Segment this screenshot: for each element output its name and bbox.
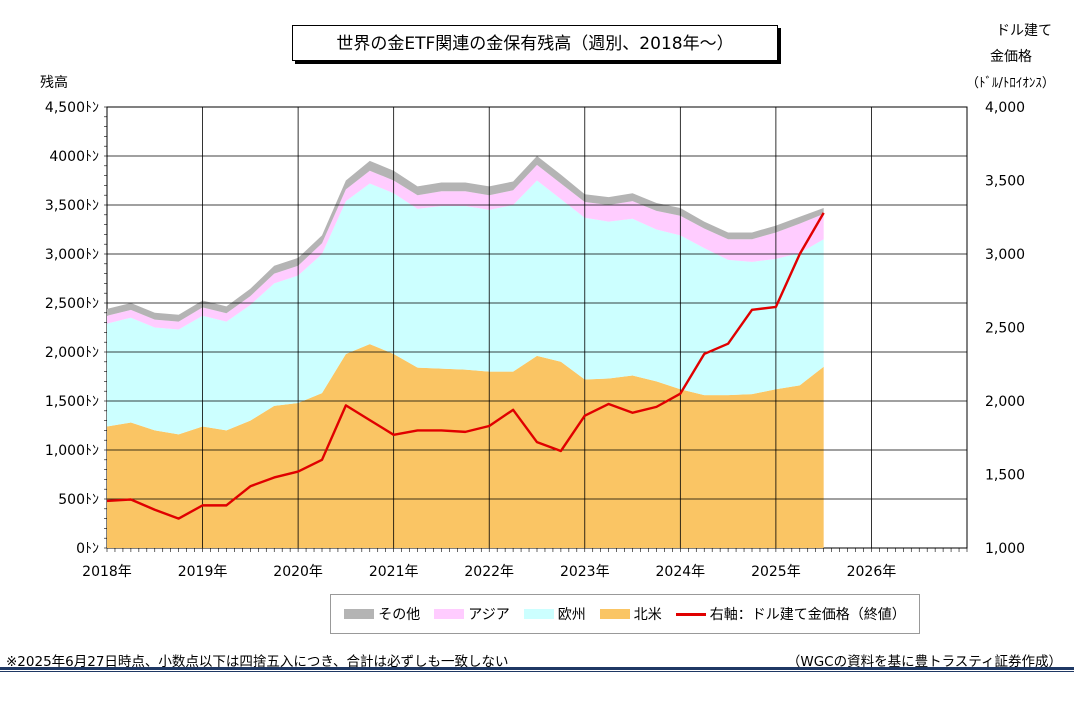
left-tick-label-7: 3,500ﾄﾝ — [45, 198, 99, 214]
area-series-2 — [107, 164, 824, 330]
right-tick-label-6: 4,000 — [985, 100, 1025, 116]
x-tick-label-6: 2024年 — [656, 564, 706, 580]
right-tick-label-0: 1,000 — [985, 541, 1025, 557]
left-tick-label-2: 1,000ﾄﾝ — [45, 443, 99, 459]
bottom-rule-thin — [0, 671, 1074, 672]
chart-title: 世界の金ETF関連の金保有残高（週別、2018年～） — [292, 25, 778, 61]
left-axis-label: 残高 — [40, 75, 68, 91]
left-tick-label-1: 500ﾄﾝ — [58, 492, 99, 508]
legend-label-gold-price: 右軸：ドル建て金価格（終値） — [709, 607, 906, 623]
area-series-3 — [107, 156, 824, 322]
left-tick-label-5: 2,500ﾄﾝ — [45, 296, 99, 312]
legend-item-europe: 欧州 — [523, 604, 586, 624]
x-tick-label-5: 2023年 — [560, 564, 610, 580]
legend-label-europe: 欧州 — [557, 607, 586, 623]
footnote-right: （WGCの資料を基に豊トラスティ証券作成） — [786, 654, 1062, 670]
left-tick-label-6: 3,000ﾄﾝ — [45, 247, 99, 263]
x-tick-label-3: 2021年 — [369, 564, 419, 580]
right-tick-label-2: 2,000 — [985, 394, 1025, 410]
legend-swatch-gold-price — [675, 612, 706, 616]
right-tick-label-5: 3,500 — [985, 174, 1025, 190]
left-tick-label-4: 2,000ﾄﾝ — [45, 345, 99, 361]
x-tick-label-4: 2022年 — [464, 564, 514, 580]
legend-swatch-other — [344, 609, 375, 619]
legend-item-gold-price: 右軸：ドル建て金価格（終値） — [675, 604, 906, 624]
legend-swatch-north-america — [599, 609, 630, 619]
area-series-1 — [107, 180, 824, 435]
x-tick-label-7: 2025年 — [751, 564, 801, 580]
right-axis-label-2: 金価格 — [990, 49, 1032, 65]
legend-label-asia: アジア — [468, 607, 510, 623]
legend-item-other: その他 — [344, 604, 420, 624]
footnote-left: ※2025年6月27日時点、小数点以下は四捨五入につき、合計は必ずしも一致しない — [6, 654, 509, 670]
line-gold-price — [106, 212, 825, 520]
left-tick-label-9: 4,500ﾄﾝ — [45, 100, 99, 116]
legend-item-north-america: 北米 — [599, 604, 662, 624]
legend-item-asia: アジア — [434, 604, 510, 624]
right-tick-label-4: 3,000 — [985, 247, 1025, 263]
legend: その他 アジア 欧州 北米 右軸：ドル建て金価格（終値） — [330, 594, 920, 634]
left-tick-label-3: 1,500ﾄﾝ — [45, 394, 99, 410]
bottom-rule — [0, 667, 1074, 670]
x-tick-label-1: 2019年 — [178, 564, 228, 580]
legend-label-north-america: 北米 — [633, 607, 662, 623]
right-axis-label-1: ドル建て — [996, 23, 1052, 39]
x-tick-label-2: 2020年 — [273, 564, 323, 580]
legend-label-other: その他 — [378, 607, 421, 623]
area-series-0 — [107, 344, 824, 548]
right-tick-label-1: 1,500 — [985, 468, 1025, 484]
left-tick-label-8: 4000ﾄﾝ — [49, 149, 99, 165]
right-axis-label-3: （ﾄﾞﾙ/ﾄﾛｲｵﾝｽ） — [966, 76, 1055, 91]
x-tick-label-0: 2018年 — [82, 564, 132, 580]
legend-swatch-asia — [434, 609, 465, 619]
left-tick-label-0: 0ﾄﾝ — [76, 541, 99, 557]
right-tick-label-3: 2,500 — [985, 321, 1025, 337]
x-tick-label-8: 2026年 — [847, 564, 897, 580]
legend-swatch-europe — [523, 609, 554, 619]
